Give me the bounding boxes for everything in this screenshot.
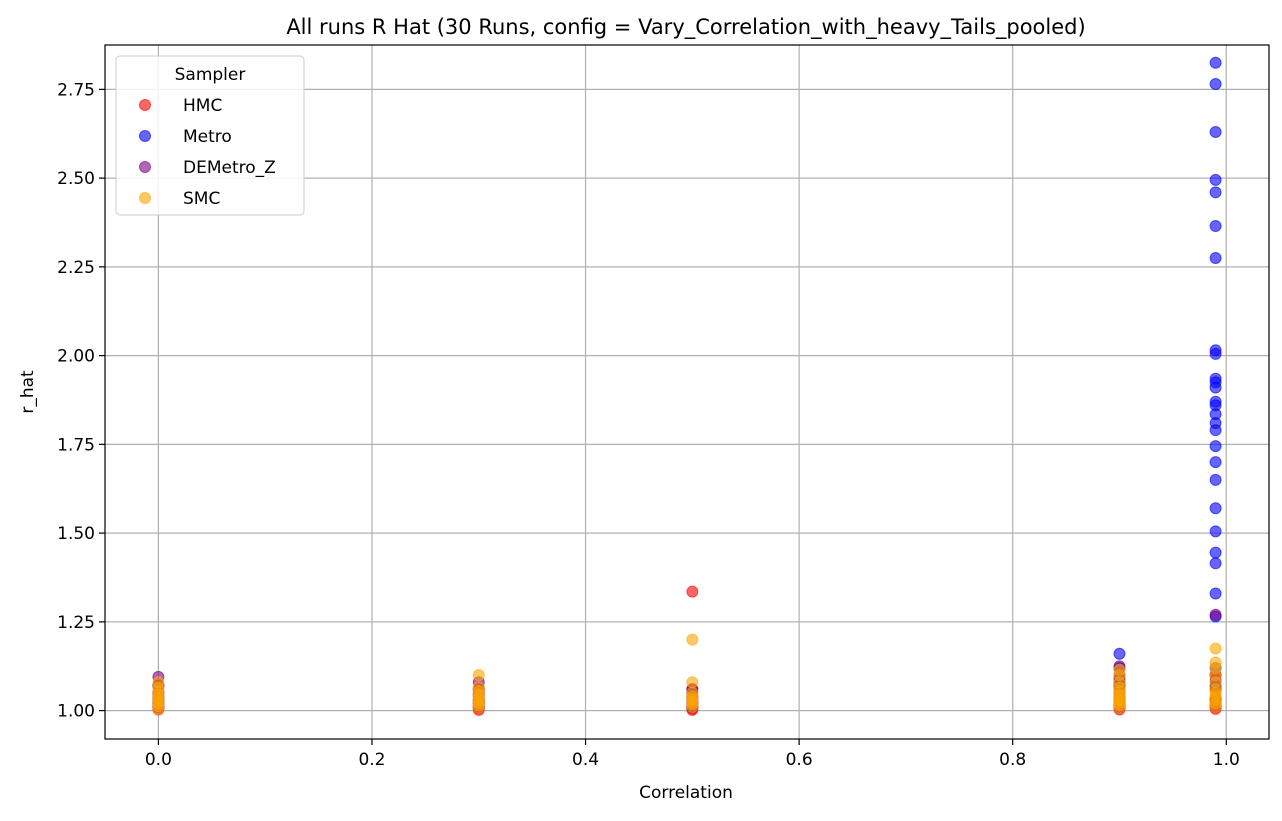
y-tick-label: 2.75: [57, 80, 95, 100]
point-metro: [1209, 473, 1222, 486]
legend-label-demetro-z: DEMetro_Z: [183, 158, 276, 178]
legend: Sampler HMC Metro DEMetro_Z SMC: [115, 55, 305, 216]
point-metro: [1113, 647, 1126, 660]
point-smc: [1209, 656, 1222, 669]
point-smc: [686, 686, 699, 699]
point-metro: [1209, 186, 1222, 199]
point-metro: [1209, 440, 1222, 453]
point-smc: [472, 669, 485, 682]
y-tick-label: 1.50: [57, 524, 95, 544]
x-tick-label: 0.4: [572, 750, 599, 770]
point-metro: [1209, 251, 1222, 264]
legend-label-hmc: HMC: [183, 96, 222, 116]
point-smc: [1209, 642, 1222, 655]
point-metro: [1209, 372, 1222, 385]
data-points: [152, 56, 1222, 716]
point-metro: [1209, 220, 1222, 233]
y-tick-label: 1.25: [57, 613, 95, 633]
point-metro: [1209, 587, 1222, 600]
point-metro: [1209, 125, 1222, 138]
legend-label-metro: Metro: [183, 127, 232, 147]
x-tick-label: 0.0: [145, 750, 172, 770]
legend-marker-hmc: [139, 99, 151, 111]
x-tick-label: 0.2: [358, 750, 385, 770]
legend-marker-demetro-z: [139, 161, 151, 173]
x-tick-label: 0.8: [999, 750, 1026, 770]
x-tick-label: 0.6: [786, 750, 813, 770]
point-metro: [1209, 557, 1222, 570]
point-metro: [1209, 56, 1222, 69]
plot-frame: [104, 44, 1270, 740]
grid-lines: [105, 45, 1269, 739]
x-axis-label: Correlation: [639, 783, 733, 803]
point-metro: [1209, 344, 1222, 357]
y-tick-label: 2.25: [57, 258, 95, 278]
legend-box: [115, 55, 305, 216]
chart-title: All runs R Hat (30 Runs, config = Vary_C…: [286, 15, 1085, 40]
y-tick-label: 2.00: [57, 347, 95, 367]
point-smc: [1113, 663, 1126, 676]
point-metro: [1209, 78, 1222, 91]
y-axis-ticks: 1.00 1.25 1.50 1.75 2.00 2.25 2.50 2.75: [57, 80, 105, 722]
point-smc: [686, 676, 699, 689]
point-metro: [1209, 525, 1222, 538]
point-metro: [1209, 395, 1222, 408]
y-tick-label: 2.50: [57, 169, 95, 189]
point-smc: [686, 633, 699, 646]
point-metro: [1209, 502, 1222, 515]
x-tick-label: 1.0: [1213, 750, 1240, 770]
point-hmc: [686, 585, 699, 598]
y-tick-label: 1.75: [57, 435, 95, 455]
legend-label-smc: SMC: [183, 189, 220, 209]
legend-title: Sampler: [175, 65, 246, 85]
point-demetro-z: [1209, 608, 1222, 621]
point-metro: [1209, 173, 1222, 186]
point-smc: [152, 676, 165, 689]
y-tick-label: 1.00: [57, 702, 95, 722]
y-axis-label: r_hat: [18, 370, 38, 414]
legend-marker-smc: [139, 192, 151, 204]
point-smc: [472, 681, 485, 694]
point-metro: [1209, 546, 1222, 559]
x-axis-ticks: 0.0 0.2 0.4 0.6 0.8 1.0: [145, 739, 1240, 770]
legend-marker-metro: [139, 130, 151, 142]
point-metro: [1209, 456, 1222, 469]
